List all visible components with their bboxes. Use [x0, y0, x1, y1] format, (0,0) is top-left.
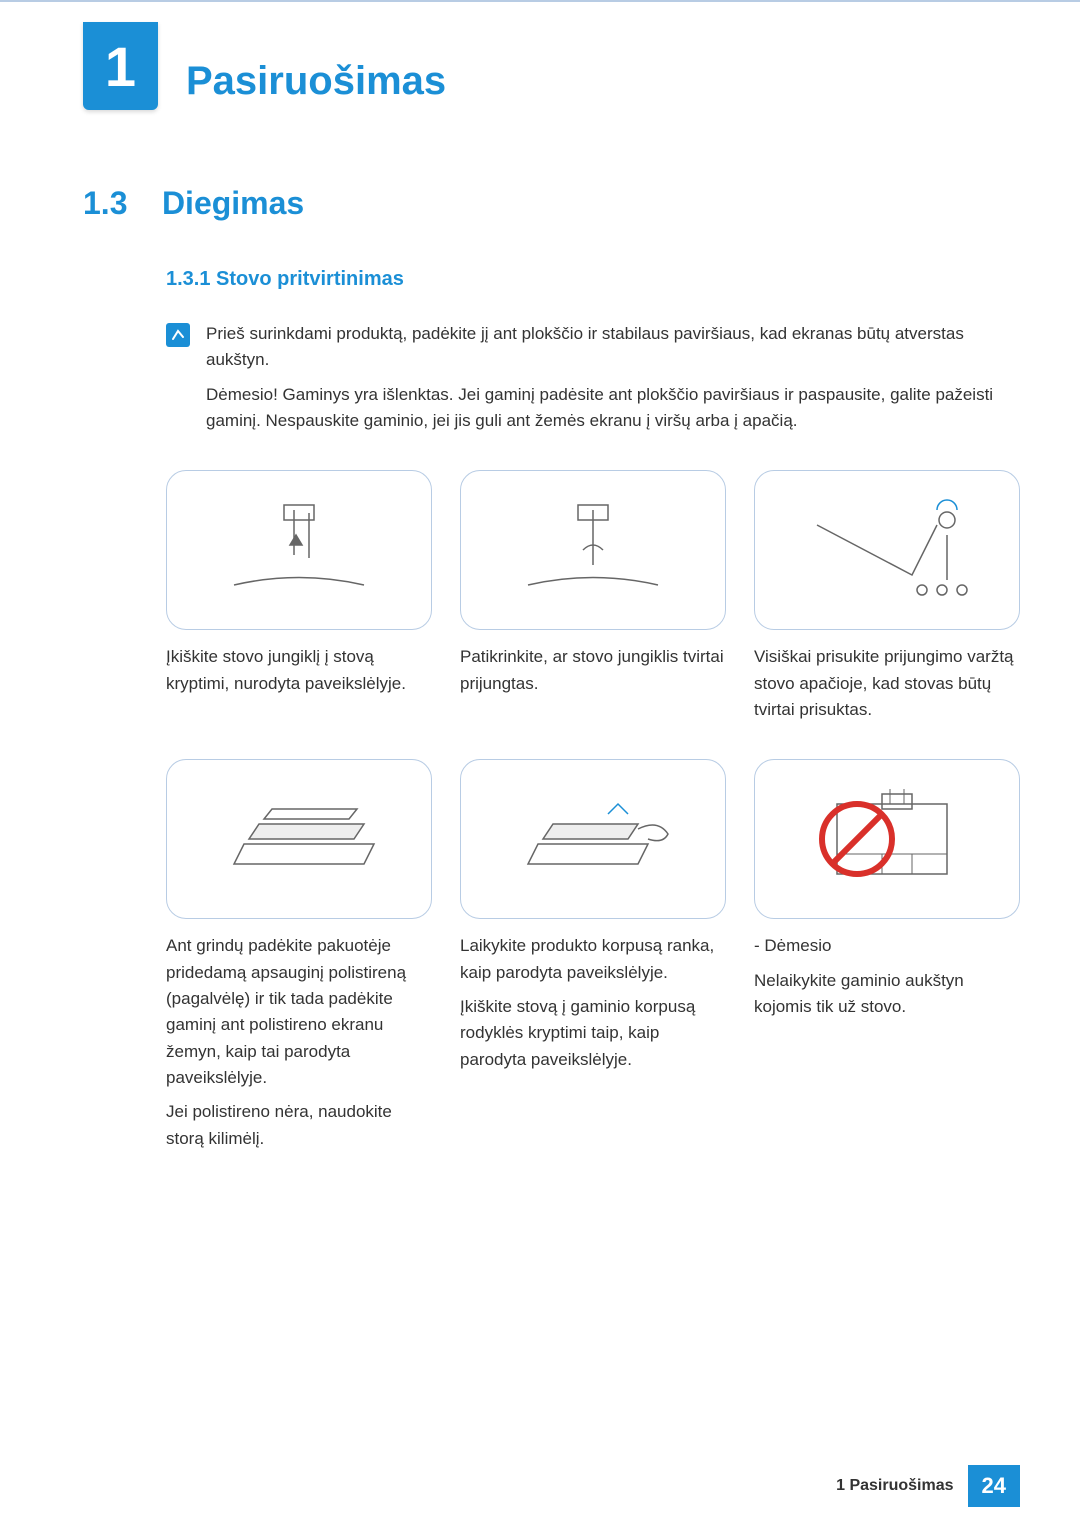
step-1-image — [166, 470, 432, 630]
step-2-image — [460, 470, 726, 630]
step-4-text: Ant grindų padėkite pakuotėje pridedamą … — [166, 933, 432, 1152]
step-3-text: Visiškai prisukite prijungimo varžtą sto… — [754, 644, 1020, 723]
step-2-text: Patikrinkite, ar stovo jungiklis tvirtai… — [460, 644, 726, 697]
step-6-text: - Dėmesio Nelaikykite gaminio aukštyn ko… — [754, 933, 1020, 1020]
section-number: 1.3 — [83, 185, 127, 222]
footer-label: 1 Pasiruošimas — [836, 1477, 953, 1495]
chapter-number-badge: 1 — [83, 22, 158, 110]
note-para-1: Prieš surinkdami produktą, padėkite jį a… — [206, 321, 1020, 374]
chapter-header: 1 Pasiruošimas — [83, 22, 446, 110]
step-5-image — [460, 759, 726, 919]
subsection-heading: 1.3.1 Stovo pritvirtinimas — [166, 268, 1020, 291]
note-block: Prieš surinkdami produktą, padėkite jį a… — [166, 321, 1020, 442]
note-para-2: Dėmesio! Gaminys yra išlenktas. Jei gami… — [206, 382, 1020, 435]
step-3-image — [754, 470, 1020, 630]
step-2: Patikrinkite, ar stovo jungiklis tvirtai… — [460, 470, 726, 731]
step-5-text: Laikykite produkto korpusą ranka, kaip p… — [460, 933, 726, 1073]
page-footer: 1 Pasiruošimas 24 — [836, 1465, 1020, 1507]
top-border — [0, 0, 1080, 2]
page-number: 24 — [968, 1465, 1020, 1507]
step-1: Įkiškite stovo jungiklį į stovą kryptimi… — [166, 470, 432, 731]
steps-grid: Įkiškite stovo jungiklį į stovą kryptimi… — [166, 470, 1020, 1160]
chapter-number: 1 — [105, 34, 136, 99]
step-3: Visiškai prisukite prijungimo varžtą sto… — [754, 470, 1020, 731]
step-5: Laikykite produkto korpusą ranka, kaip p… — [460, 759, 726, 1160]
section-heading: 1.3 Diegimas — [83, 185, 1020, 222]
chapter-title: Pasiruošimas — [186, 59, 446, 104]
step-1-text: Įkiškite stovo jungiklį į stovą kryptimi… — [166, 644, 432, 697]
step-4-image — [166, 759, 432, 919]
section-title: Diegimas — [162, 185, 304, 222]
section-body: 1.3 Diegimas 1.3.1 Stovo pritvirtinimas … — [83, 185, 1020, 1160]
step-6-image — [754, 759, 1020, 919]
subsection-title: 1.3.1 Stovo pritvirtinimas — [166, 268, 404, 290]
step-6: - Dėmesio Nelaikykite gaminio aukštyn ko… — [754, 759, 1020, 1160]
note-text: Prieš surinkdami produktą, padėkite jį a… — [206, 321, 1020, 442]
step-4: Ant grindų padėkite pakuotėje pridedamą … — [166, 759, 432, 1160]
info-icon — [166, 323, 190, 347]
